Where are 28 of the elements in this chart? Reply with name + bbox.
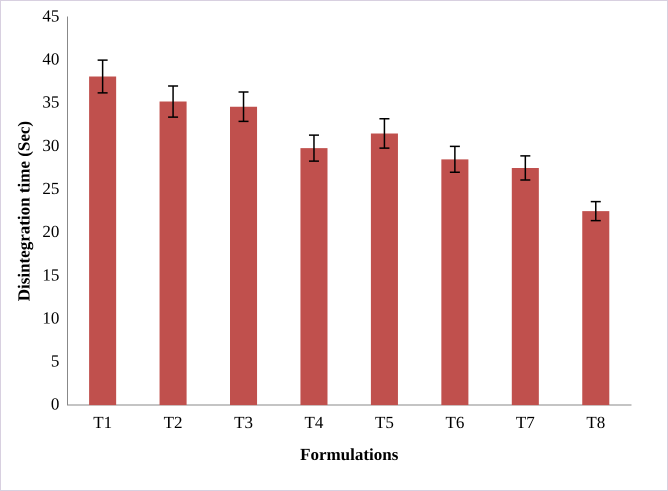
x-tick-label: T3 [234,412,253,432]
bar [512,168,539,406]
y-tick-label: 20 [42,222,60,242]
x-tick-label: T4 [304,412,324,432]
x-tick-label: T2 [164,412,183,432]
y-tick-label: 5 [50,352,60,371]
x-tick-label: T6 [445,412,464,432]
bar [370,133,398,406]
x-axis-title: Formulations [300,445,399,464]
y-tick-label: 0 [50,394,60,414]
bar [582,211,610,406]
x-tick-label: T1 [93,412,112,432]
bar [89,76,116,406]
y-tick-label: 25 [42,179,60,198]
bar [160,102,187,406]
x-tick-label: T7 [516,412,536,432]
y-tick-label: 40 [42,50,60,69]
y-tick-label: 10 [42,308,60,328]
y-axis-title: Disintegration time (Sec) [14,120,34,302]
bar [300,148,328,406]
y-tick-label: 15 [42,265,60,284]
y-tick-label: 35 [42,92,60,112]
y-tick-label: 45 [42,6,60,26]
y-tick-label: 30 [42,136,60,155]
bar [230,106,258,406]
x-tick-label: T5 [374,412,394,432]
x-tick-label: T8 [586,412,606,432]
bar [441,159,468,406]
